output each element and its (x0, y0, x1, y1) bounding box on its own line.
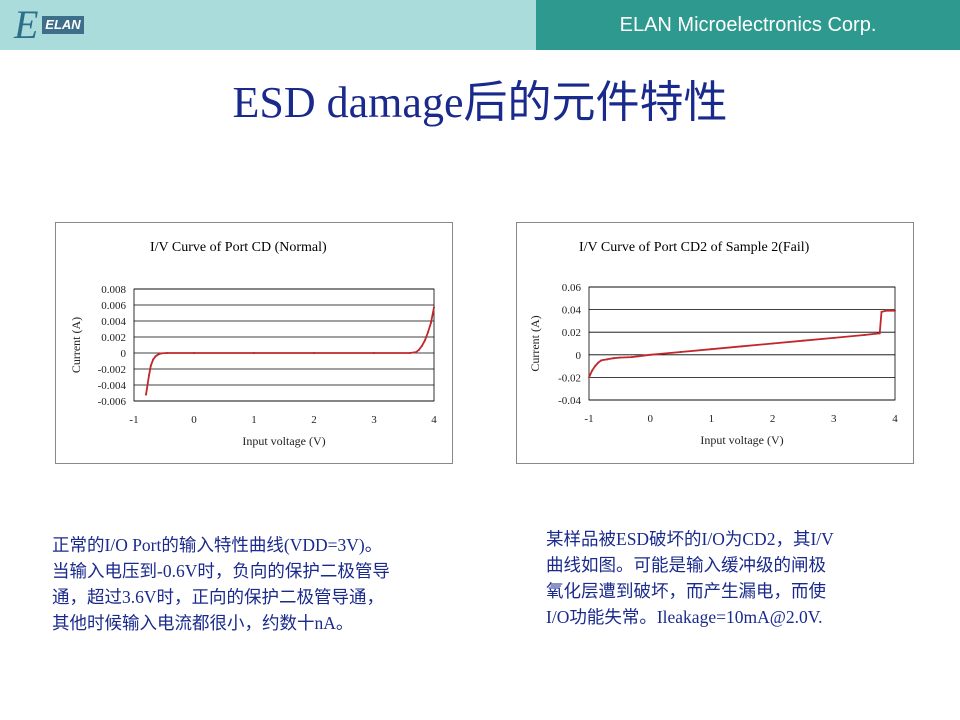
data-point (630, 356, 633, 359)
y-tick-label: -0.02 (558, 372, 581, 384)
data-point (832, 336, 835, 339)
data-point (894, 309, 896, 312)
series-line (588, 309, 895, 378)
x-tick-label: -1 (584, 413, 593, 425)
data-point (373, 352, 375, 354)
x-tick-label: 1 (251, 414, 257, 426)
data-point (253, 352, 255, 354)
y-tick-label: 0.002 (101, 332, 126, 344)
chart-fail-svg: I/V Curve of Port CD2 of Sample 2(Fail) 0… (528, 240, 898, 447)
x-tick-label: 4 (892, 413, 898, 425)
chart-title: I/V Curve of Port CD2 of Sample 2(Fail) (579, 240, 810, 255)
data-point (166, 352, 168, 354)
x-axis-label: Input voltage (V) (242, 434, 325, 448)
y-tick-label: 0.02 (562, 327, 581, 339)
y-tick-label: -0.002 (98, 364, 126, 376)
data-point (148, 374, 150, 377)
chart-title: I/V Curve of Port CD (Normal) (150, 240, 327, 255)
note-normal-description: 正常的I/O Port的输入特性曲线(VDD=3V)。 当输入电压到-0.6V时… (52, 535, 390, 633)
data-point (433, 306, 435, 309)
data-point (152, 358, 155, 361)
x-tick-label: 0 (191, 414, 197, 426)
series-line (145, 307, 435, 395)
data-point (418, 348, 420, 351)
data-point (588, 376, 590, 379)
data-point (710, 348, 713, 351)
data-point (154, 355, 157, 358)
data-point (597, 361, 600, 364)
plot-frame (588, 286, 896, 401)
data-point (600, 359, 603, 362)
x-tick-label: 4 (431, 414, 437, 426)
data-point (591, 369, 594, 372)
data-point (193, 352, 195, 354)
x-tick-label: 3 (831, 413, 837, 425)
data-point (313, 352, 315, 354)
data-point (427, 331, 429, 334)
y-tick-label: 0.006 (101, 300, 126, 312)
y-tick-label: 0.04 (562, 305, 582, 317)
data-point (618, 356, 621, 359)
x-tick-label: -1 (129, 414, 138, 426)
data-point (421, 344, 423, 347)
data-point (878, 332, 881, 335)
data-point (612, 357, 615, 360)
data-point (880, 310, 883, 313)
data-point (802, 339, 805, 342)
plot-frame (133, 288, 435, 402)
y-tick-label: 0.06 (562, 282, 582, 294)
x-tick-label: 1 (709, 413, 715, 425)
y-tick-label: 0.008 (101, 284, 126, 296)
chart-fail: I/V Curve of Port CD2 of Sample 2(Fail) 0… (516, 222, 914, 464)
y-tick-label: -0.04 (558, 395, 581, 407)
x-tick-label: 0 (647, 413, 653, 425)
logo-letter: E (14, 2, 39, 47)
data-point (430, 321, 432, 324)
x-tick-label: 2 (311, 414, 317, 426)
data-point (160, 352, 162, 355)
y-axis-label: Current (A) (69, 317, 83, 373)
x-tick-label: 3 (371, 414, 377, 426)
data-point (145, 393, 147, 396)
y-tick-label: 0 (576, 350, 582, 362)
x-axis-label: Input voltage (V) (700, 433, 783, 447)
data-point (741, 345, 743, 348)
data-point (157, 353, 159, 356)
company-name: ELAN Microelectronics Corp. (536, 0, 960, 50)
y-tick-label: -0.004 (98, 380, 127, 392)
logo-text: ELAN (42, 16, 84, 34)
data-point (606, 358, 609, 361)
slide-title: ESD damage后的元件特性 (232, 78, 728, 127)
chart-normal-svg: I/V Curve of Port CD (Normal) 0.008 0.006 0… (69, 240, 437, 448)
x-tick-label: 2 (770, 413, 776, 425)
data-point (415, 351, 417, 354)
elan-logo: E ELAN (8, 2, 86, 48)
data-point (771, 342, 774, 345)
y-tick-label: -0.006 (98, 396, 127, 408)
chart-normal: I/V Curve of Port CD (Normal) 0.008 0.006 0… (55, 222, 453, 464)
data-point (863, 334, 866, 337)
y-axis-label: Current (A) (528, 315, 542, 371)
data-point (594, 365, 597, 368)
data-point (149, 364, 152, 367)
data-point (424, 339, 426, 342)
y-tick-label: 0.004 (101, 316, 126, 328)
data-point (884, 309, 887, 312)
data-point (679, 350, 682, 353)
data-point (409, 352, 411, 354)
note-fail-description: 某样品被ESD破坏的I/O为CD2，其I/V 曲线如图。可能是输入缓冲级的闸极 … (546, 529, 834, 627)
data-point (649, 353, 652, 356)
y-tick-label: 0 (121, 348, 127, 360)
